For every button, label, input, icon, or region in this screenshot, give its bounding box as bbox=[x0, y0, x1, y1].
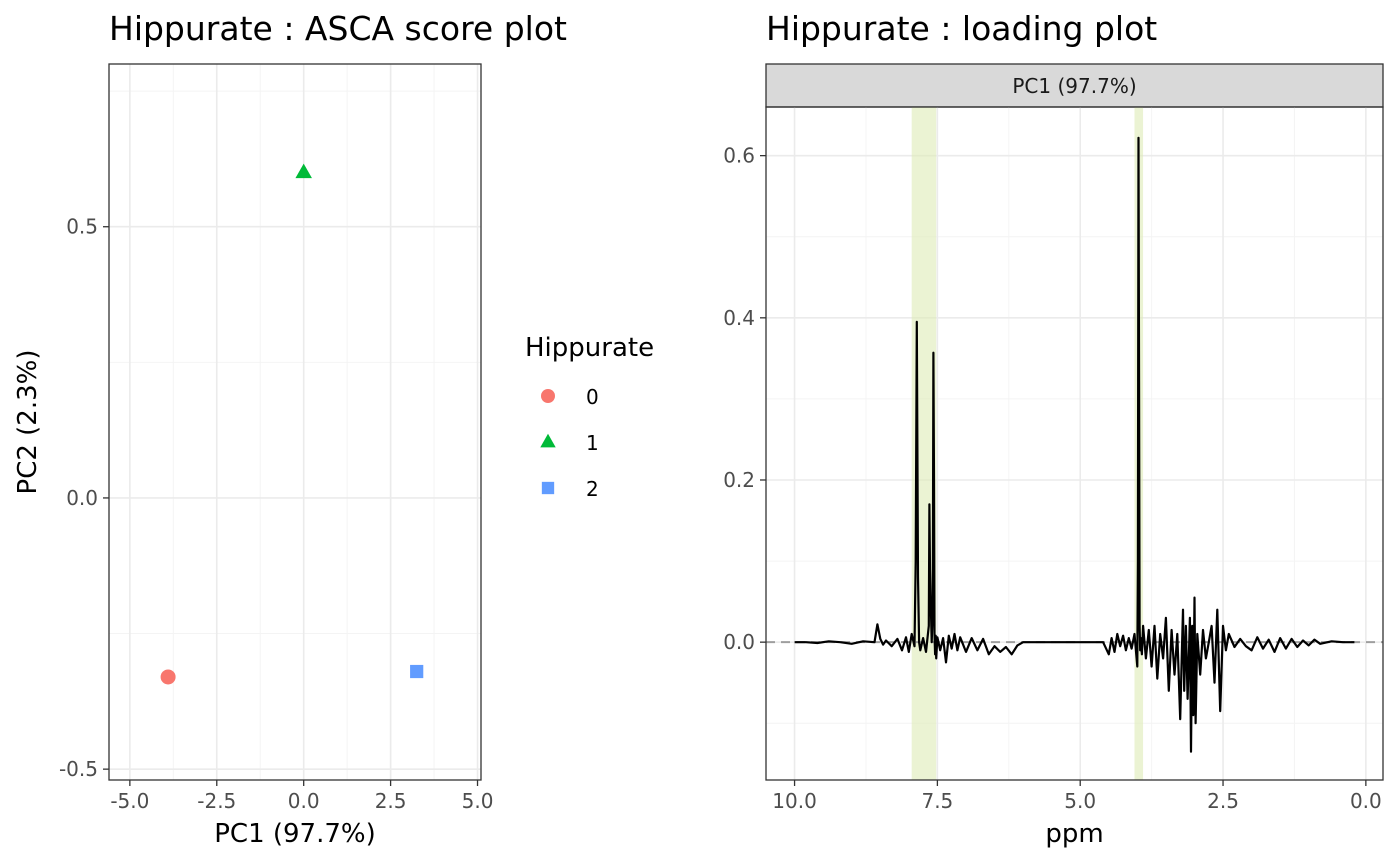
legend-key-1 bbox=[540, 433, 556, 448]
score-y-tick-label: 0.0 bbox=[66, 486, 98, 510]
loading-x-tick-label: 7.5 bbox=[921, 789, 953, 813]
score-plot-grid bbox=[109, 64, 481, 780]
legend-label-2: 2 bbox=[586, 477, 599, 501]
loading-plot-grid bbox=[766, 107, 1383, 780]
legend-label-1: 1 bbox=[586, 431, 599, 455]
score-plot-title: Hippurate : ASCA score plot bbox=[109, 9, 567, 48]
score-plot: Hippurate : ASCA score plot -5.0 -2.5 0.0 2… bbox=[13, 9, 567, 849]
loading-plot-y-ticks: 0.0 0.2 0.4 0.6 bbox=[723, 144, 766, 654]
loading-plot-panel-border bbox=[765, 106, 1384, 781]
loading-x-tick-label: 0.0 bbox=[1350, 789, 1382, 813]
legend-label-0: 0 bbox=[586, 385, 599, 409]
score-x-tick-label: -5.0 bbox=[110, 789, 149, 813]
legend-entries: 0 1 2 bbox=[540, 385, 599, 501]
loading-plot: Hippurate : loading plot PC1 (97.7%) 10.… bbox=[723, 9, 1384, 849]
loading-plot-title: Hippurate : loading plot bbox=[766, 9, 1157, 48]
score-plot-points bbox=[160, 163, 424, 685]
loading-plot-strip bbox=[765, 63, 1384, 108]
score-y-tick-label: -0.5 bbox=[59, 757, 98, 781]
loading-y-tick-label: 0.2 bbox=[723, 468, 755, 492]
score-plot-legend: Hippurate 0 1 2 bbox=[525, 333, 654, 501]
score-plot-x-ticks: -5.0 -2.5 0.0 2.5 5.0 bbox=[110, 780, 493, 813]
loading-y-tick-label: 0.0 bbox=[723, 630, 755, 654]
score-point-group-0 bbox=[160, 669, 176, 685]
score-plot-panel-border bbox=[108, 63, 482, 781]
loading-plot-strip-label: PC1 (97.7%) bbox=[1012, 74, 1136, 98]
loading-plot-highlight-bands bbox=[911, 107, 1144, 780]
score-x-tick-label: -2.5 bbox=[197, 789, 236, 813]
score-plot-y-axis-title: PC2 (2.3%) bbox=[13, 350, 43, 495]
legend-key-2 bbox=[541, 481, 555, 495]
loading-x-tick-label: 5.0 bbox=[1064, 789, 1096, 813]
legend-key-0 bbox=[541, 389, 555, 403]
loading-plot-x-ticks: 10.0 7.5 5.0 2.5 0.0 bbox=[772, 780, 1382, 813]
score-plot-x-axis-title: PC1 (97.7%) bbox=[214, 819, 376, 849]
score-point-group-1 bbox=[295, 163, 312, 179]
score-y-tick-label: 0.5 bbox=[66, 215, 98, 239]
loading-y-tick-label: 0.6 bbox=[723, 144, 755, 168]
score-point-group-2 bbox=[410, 664, 424, 679]
loading-plot-series-line bbox=[794, 136, 1355, 753]
loading-plot-x-axis-title: ppm bbox=[1045, 819, 1103, 849]
loading-y-tick-label: 0.4 bbox=[723, 306, 755, 330]
loading-x-tick-label: 2.5 bbox=[1207, 789, 1239, 813]
loading-x-tick-label: 10.0 bbox=[772, 789, 817, 813]
score-x-tick-label: 2.5 bbox=[375, 789, 407, 813]
legend-title: Hippurate bbox=[525, 333, 654, 363]
score-plot-y-ticks: -0.5 0.0 0.5 bbox=[59, 215, 109, 781]
score-x-tick-label: 0.0 bbox=[288, 789, 320, 813]
score-x-tick-label: 5.0 bbox=[462, 789, 494, 813]
